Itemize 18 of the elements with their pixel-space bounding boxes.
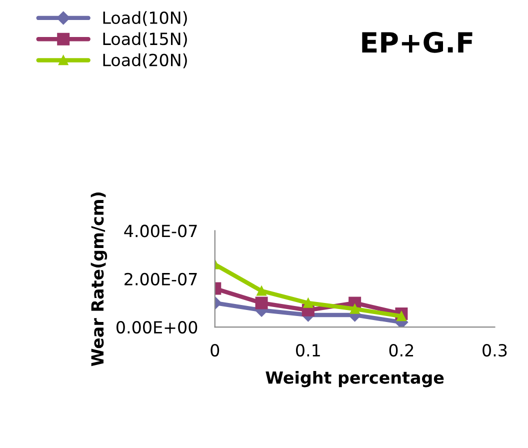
- legend-label: Load(20N): [103, 53, 187, 68]
- x-tick-label: 0.2: [389, 344, 414, 357]
- point: [255, 296, 268, 310]
- point: [396, 311, 406, 322]
- x-tick-label: 0: [210, 344, 220, 357]
- x-tick-label: 0.1: [296, 344, 320, 357]
- y-tick-label: 4.00E-07: [124, 224, 197, 238]
- point: [303, 298, 314, 308]
- point: [256, 286, 266, 296]
- legend-label: Load(15N): [103, 32, 187, 48]
- legend-label: Load(10N): [103, 11, 187, 26]
- x-axis-title: Weight percentage: [266, 370, 444, 388]
- point: [350, 304, 360, 314]
- y-tick-label: 2.00E-07: [124, 272, 197, 286]
- chart-title: EP+G.F: [362, 32, 472, 53]
- y-axis-title: Wear Rate(gm/cm): [90, 192, 108, 366]
- y-tick-label: 0.00E+00: [116, 321, 198, 334]
- x-tick-label: 0.3: [482, 344, 507, 357]
